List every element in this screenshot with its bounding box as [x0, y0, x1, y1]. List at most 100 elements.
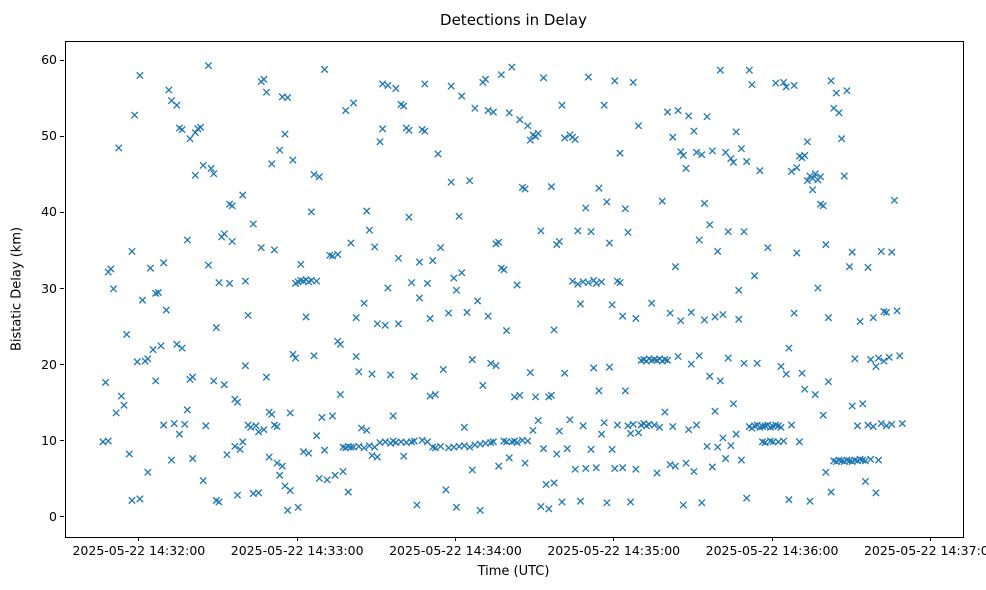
- scatter-point: [566, 416, 574, 424]
- plot-area: [65, 41, 964, 538]
- scatter-point: [465, 443, 474, 451]
- scatter-point: [220, 230, 228, 238]
- scatter-point: [228, 202, 236, 210]
- x-tick-mark: [454, 537, 456, 541]
- scatter-point: [152, 377, 160, 385]
- scatter-point: [355, 368, 363, 376]
- scatter-point: [136, 495, 144, 503]
- scatter-point: [885, 353, 893, 361]
- scatter-point: [431, 444, 440, 452]
- scatter-point: [262, 373, 271, 381]
- scatter-point: [310, 170, 318, 179]
- y-tick-mark: [60, 59, 64, 61]
- scatter-point: [669, 422, 677, 431]
- scatter-point: [421, 127, 429, 135]
- scatter-point: [674, 106, 682, 115]
- scatter-point: [191, 171, 199, 179]
- scatter-point: [666, 460, 674, 469]
- scatter-point: [173, 340, 181, 348]
- scatter-point: [553, 450, 561, 458]
- scatter-point: [558, 101, 566, 109]
- scatter-point: [597, 278, 606, 286]
- scatter-point: [101, 378, 110, 387]
- y-tick-mark: [60, 440, 64, 442]
- scatter-point: [534, 416, 542, 425]
- scatter-point: [455, 212, 463, 221]
- scatter-point: [798, 369, 806, 377]
- scatter-point: [848, 248, 856, 256]
- scatter-point: [777, 423, 785, 431]
- scatter-point: [574, 280, 582, 288]
- scatter-point: [260, 75, 268, 83]
- scatter-point: [727, 154, 735, 163]
- scatter-point: [534, 129, 542, 138]
- scatter-point: [772, 79, 780, 87]
- scatter-point: [708, 463, 717, 471]
- scatter-point: [616, 149, 624, 157]
- scatter-point: [837, 135, 846, 143]
- scatter-point: [407, 278, 416, 287]
- scatter-point: [582, 464, 590, 473]
- scatter-point: [188, 373, 197, 381]
- scatter-point: [289, 156, 297, 164]
- scatter-point: [893, 307, 901, 315]
- scatter-point: [460, 423, 469, 431]
- scatter-point: [500, 266, 508, 274]
- scatter-point: [415, 294, 424, 302]
- scatter-point: [347, 239, 355, 247]
- scatter-point: [616, 278, 624, 287]
- scatter-point: [357, 424, 366, 432]
- scatter-point: [753, 359, 761, 368]
- scatter-point: [740, 359, 748, 368]
- scatter-point: [289, 350, 297, 358]
- scatter-point: [537, 227, 545, 235]
- scatter-point: [149, 346, 157, 354]
- scatter-point: [748, 80, 756, 89]
- scatter-point: [276, 471, 284, 479]
- scatter-point: [864, 421, 872, 429]
- scatter-point: [861, 457, 870, 465]
- scatter-point: [281, 130, 289, 138]
- scatter-point: [621, 205, 629, 213]
- scatter-point: [648, 299, 656, 307]
- scatter-point: [745, 66, 753, 74]
- scatter-point: [787, 167, 796, 176]
- scatter-point: [708, 147, 717, 155]
- scatter-point: [655, 423, 664, 431]
- scatter-point: [254, 428, 263, 436]
- scatter-point: [497, 71, 505, 79]
- scatter-point: [790, 81, 798, 90]
- scatter-point: [178, 344, 186, 352]
- scatter-point: [426, 392, 434, 400]
- scatter-point: [410, 372, 418, 380]
- scatter-point: [845, 262, 854, 271]
- scatter-point: [703, 112, 711, 121]
- scatter-point: [867, 455, 875, 463]
- y-tick-mark: [60, 135, 64, 137]
- scatter-point: [555, 427, 564, 435]
- scatter-point: [682, 459, 690, 467]
- scatter-point: [619, 312, 627, 320]
- scatter-point: [568, 277, 577, 285]
- scatter-point: [682, 164, 690, 173]
- scatter-point: [286, 409, 294, 417]
- scatter-point: [502, 326, 511, 335]
- scatter-point: [170, 419, 178, 428]
- scatter-point: [283, 93, 292, 102]
- scatter-point: [516, 116, 524, 124]
- scatter-point: [262, 88, 271, 96]
- scatter-point: [136, 71, 144, 80]
- scatter-point: [582, 204, 590, 212]
- scatter-point: [579, 422, 587, 430]
- scatter-point: [400, 102, 408, 110]
- scatter-point: [822, 240, 830, 249]
- scatter-point: [418, 436, 426, 444]
- scatter-point: [698, 151, 706, 159]
- scatter-point: [690, 127, 698, 135]
- scatter-point: [750, 272, 759, 280]
- scatter-point: [328, 252, 337, 260]
- scatter-point: [690, 467, 698, 476]
- scatter-point: [210, 170, 218, 178]
- scatter-point: [323, 476, 331, 484]
- scatter-point: [584, 73, 593, 81]
